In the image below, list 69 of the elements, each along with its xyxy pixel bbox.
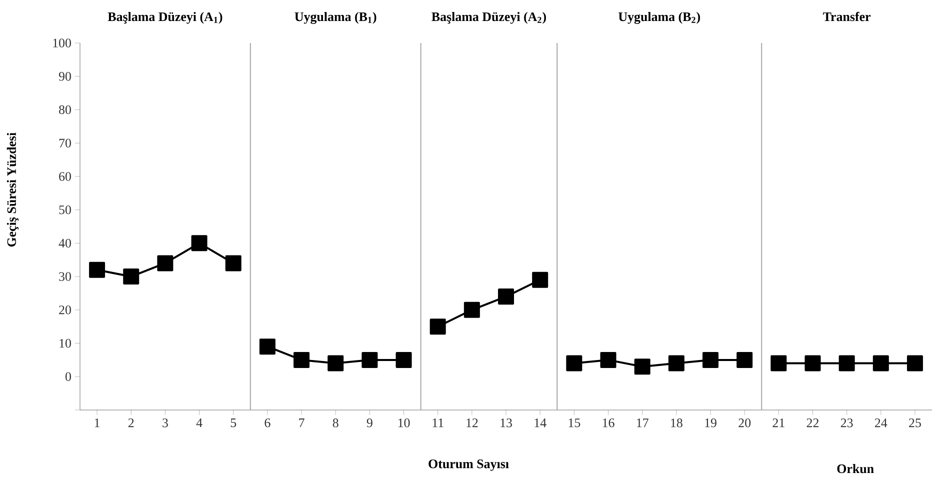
x-tick-label: 22 [806, 418, 818, 428]
point [770, 355, 787, 372]
x-tick-label: 19 [705, 418, 716, 428]
x-tick-label: 13 [500, 418, 512, 428]
x-tick-label: 20 [738, 418, 751, 428]
x-tick-label: 15 [568, 418, 580, 428]
y-tick-label: 20 [59, 306, 71, 314]
point [906, 355, 923, 372]
point [328, 355, 344, 372]
text: Transfer [823, 12, 871, 22]
point [872, 355, 889, 372]
y-axis-title: Geçiş Süresi Yüzdesi [6, 132, 19, 247]
point [294, 352, 310, 368]
point [804, 355, 821, 372]
x-tick-label: 23 [840, 418, 853, 428]
y-tick-label: 90 [58, 72, 71, 81]
point [498, 288, 514, 305]
y-tick-label: 0 [66, 372, 71, 382]
point [89, 262, 106, 278]
point [225, 255, 242, 272]
y-tick-label: 70 [59, 138, 71, 148]
y-tick-label: 100 [53, 38, 71, 48]
x-axis-title: Oturum Sayısı [428, 460, 509, 471]
y-tick-label: 30 [59, 272, 71, 281]
y-tick-label: 60 [59, 172, 71, 181]
text: Orkun [837, 464, 874, 474]
y-tick-label: 80 [59, 105, 71, 114]
x-tick-label: 16 [602, 418, 614, 428]
x-tick-label: 21 [772, 418, 784, 428]
point [430, 318, 446, 335]
point [396, 352, 412, 368]
x-tick-label: 9 [366, 418, 372, 428]
text: Uygulama (B$_{2}$) [618, 12, 700, 24]
point [668, 355, 684, 372]
point [259, 338, 276, 355]
point [362, 352, 378, 368]
point [634, 358, 650, 375]
x-tick-label: 1 [94, 418, 100, 428]
point [464, 302, 480, 318]
x-tick-label: 5 [230, 418, 236, 428]
point [702, 352, 718, 368]
point [566, 355, 582, 372]
x-tick-label: 6 [264, 418, 270, 428]
x-tick-label: 11 [432, 418, 444, 428]
x-tick-label: 12 [466, 418, 478, 428]
point [600, 352, 616, 368]
x-tick-label: 14 [534, 418, 546, 428]
x-tick-label: 17 [636, 418, 648, 428]
x-tick-label: 4 [196, 418, 202, 428]
point [838, 355, 855, 372]
point [191, 235, 208, 252]
x-tick-label: 2 [128, 418, 134, 428]
y-tick-label: 10 [60, 338, 71, 348]
text: Uygulama (B$_{1}$) [294, 12, 376, 24]
x-tick-label: 3 [162, 418, 168, 428]
point [532, 272, 548, 288]
x-tick-label: 18 [671, 418, 682, 428]
x-tick-label: 7 [299, 418, 304, 427]
y-tick-label: 50 [59, 205, 71, 214]
point [123, 268, 140, 285]
y-tick-label: 40 [58, 238, 71, 248]
point [736, 352, 753, 368]
x-tick-label: 25 [909, 418, 921, 428]
text: Başlama Düzeyi (A$_{2}$) [432, 12, 546, 24]
x-tick-label: 24 [874, 418, 888, 428]
text: Başlama Düzeyi (A$_{1}$) [108, 12, 222, 24]
x-tick-label: 8 [332, 418, 338, 428]
x-tick-label: 10 [398, 418, 410, 428]
point [157, 255, 174, 272]
